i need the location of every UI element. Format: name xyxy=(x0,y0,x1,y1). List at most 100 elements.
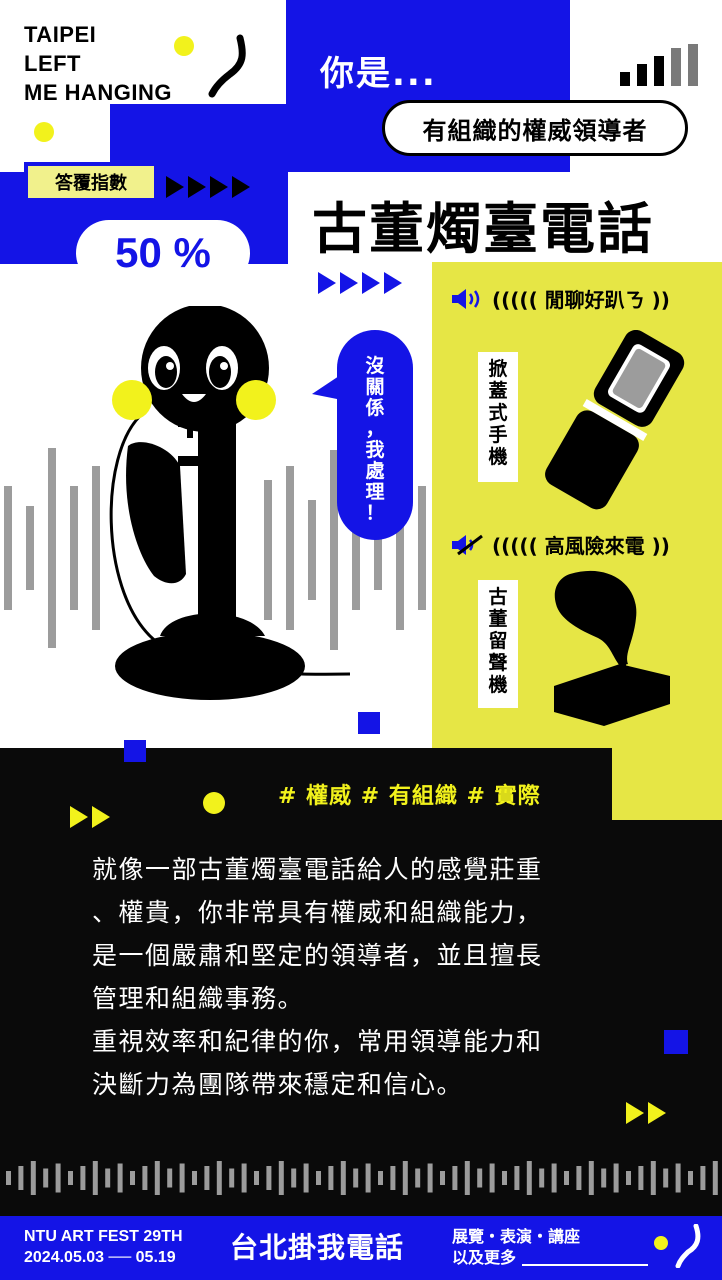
soundwave-bar xyxy=(650,1161,656,1195)
soundwave-bar xyxy=(712,1161,718,1195)
footer-title: 台北掛我電話 xyxy=(230,1231,405,1264)
brand-line-1: TAIPEI xyxy=(24,22,97,47)
soundwave-bar xyxy=(216,1161,222,1195)
match-item-char: 董 xyxy=(488,608,508,630)
hashtag-line: # 權威 # 有組織 # 實際 xyxy=(278,784,541,809)
score-value: 50 % xyxy=(76,220,250,286)
arrow-right-icon xyxy=(70,806,110,828)
soundwave-bar xyxy=(365,1163,371,1193)
signal-strength-icon xyxy=(620,44,698,86)
arrow-right-icon xyxy=(166,176,250,198)
soundwave-bar xyxy=(229,1168,235,1188)
soundwave-bar xyxy=(192,1171,197,1185)
soundwave-bar xyxy=(576,1166,582,1190)
speaker-on-icon xyxy=(452,289,480,309)
soundwave-decoration xyxy=(4,448,426,650)
match-item-char: 留 xyxy=(488,630,508,652)
soundwave-bar xyxy=(92,1161,98,1195)
match-item-char: 聲 xyxy=(488,652,508,674)
phone-title: 古董燭臺電話 xyxy=(312,197,655,261)
soundwave-bar xyxy=(303,1163,309,1193)
footer-events-line-1: 展覽・表演・講座 xyxy=(452,1227,581,1246)
soundwave-bar xyxy=(390,1166,396,1190)
soundwave-bar xyxy=(43,1168,49,1188)
soundwave-bar xyxy=(278,1161,284,1195)
speech-bubble-text: 沒關係，我處理！ xyxy=(337,356,413,524)
description-line: 重視效率和紀律的你，常用領導能力和 xyxy=(92,1027,543,1056)
yellow-dot xyxy=(174,36,194,56)
soundwave-bar xyxy=(378,1171,383,1185)
soundwave-bar xyxy=(477,1168,483,1188)
soundwave-bar xyxy=(452,1166,458,1190)
soundwave-bar xyxy=(588,1161,594,1195)
soundwave-bar xyxy=(440,1171,445,1185)
soundwave-bar xyxy=(564,1171,569,1185)
match-item-char: 手 xyxy=(488,424,508,446)
soundwave-bar xyxy=(55,1163,61,1193)
soundwave-bar xyxy=(142,1166,148,1190)
speech-bubble: 沒關係，我處理！ xyxy=(337,330,413,540)
speech-bubble-tail xyxy=(312,374,342,400)
soundwave-bar xyxy=(601,1168,607,1188)
soundwave-bar xyxy=(489,1163,495,1193)
soundwave-bar xyxy=(204,1166,210,1190)
soundwave-bar xyxy=(427,1163,433,1193)
match-item-flip-phone: 掀蓋式手機 xyxy=(478,352,518,482)
soundwave-bar xyxy=(68,1171,73,1185)
description-black-panel xyxy=(0,748,612,820)
soundwave-bar xyxy=(638,1166,644,1190)
match-category-risk: ((((( 高風險來電 )) xyxy=(492,534,670,558)
brand-line-3: ME HANGING xyxy=(24,80,172,105)
soundwave-bar xyxy=(117,1163,123,1193)
brand-wordmark: TAIPEI LEFT ME HANGING xyxy=(24,20,172,107)
arrow-right-icon xyxy=(626,1102,666,1124)
candlestick-phone-illustration xyxy=(109,306,350,700)
festival-info: NTU ART FEST 29TH 2024.05.03 ── 05.19 xyxy=(24,1226,183,1268)
yellow-dot xyxy=(34,122,54,142)
arrow-right-icon xyxy=(318,272,402,294)
gramophone-illustration xyxy=(554,570,670,726)
soundwave-bar xyxy=(328,1166,334,1190)
hook-squiggle-icon xyxy=(208,34,246,98)
description-line: 是一個嚴肅和堅定的領導者，並且擅長 xyxy=(92,941,543,970)
soundwave-bar xyxy=(353,1168,359,1188)
match-item-char: 掀 xyxy=(488,358,508,380)
hook-squiggle-icon xyxy=(675,1224,701,1268)
soundwave-bar xyxy=(316,1171,321,1185)
match-category-chat: ((((( 閒聊好趴ㄋ )) xyxy=(492,288,670,312)
soundwave-bar xyxy=(105,1168,111,1188)
match-item-char: 機 xyxy=(488,446,508,468)
match-item-char: 機 xyxy=(488,674,508,696)
soundwave-bar xyxy=(539,1168,545,1188)
blue-square xyxy=(124,740,146,762)
description-text: 就像一部古董燭臺電話給人的感覺莊重 、權貴，你非常具有權威和組織能力， 是一個嚴肅和… xyxy=(92,848,652,1106)
persona-pill: 有組織的權威領導者 xyxy=(382,100,688,156)
footer-events-line-2: 以及更多 xyxy=(452,1248,517,1267)
soundwave-bar xyxy=(415,1168,421,1188)
yellow-dot xyxy=(203,792,225,814)
soundwave-bar xyxy=(402,1161,408,1195)
speaker-muted-icon xyxy=(452,534,483,556)
blue-square xyxy=(358,712,380,734)
soundwave-bar xyxy=(688,1171,693,1185)
soundwave-bar xyxy=(464,1161,470,1195)
soundwave-bar xyxy=(526,1161,532,1195)
speech-bubble-char: 我 xyxy=(365,439,385,461)
flip-phone-illustration xyxy=(545,330,685,510)
soundwave-bar xyxy=(30,1161,36,1195)
soundwave-bar xyxy=(675,1163,681,1193)
soundwave-bar xyxy=(291,1168,297,1188)
you-are-heading: 你是... xyxy=(320,54,437,94)
footer-events: 展覽・表演・講座 以及更多 xyxy=(452,1226,580,1268)
matches-yellow-step xyxy=(612,740,722,820)
match-item-char: 古 xyxy=(488,586,508,608)
soundwave-bar xyxy=(514,1166,520,1190)
soundwave-bar xyxy=(266,1166,272,1190)
soundwave-bar xyxy=(551,1163,557,1193)
speech-bubble-char: ！ xyxy=(365,502,385,524)
match-item-gramophone: 古董留聲機 xyxy=(478,580,518,708)
festival-name: NTU ART FEST 29TH xyxy=(24,1228,183,1245)
soundwave-bar xyxy=(80,1166,86,1190)
soundwave-bar xyxy=(626,1171,631,1185)
soundwave-bar xyxy=(154,1161,160,1195)
